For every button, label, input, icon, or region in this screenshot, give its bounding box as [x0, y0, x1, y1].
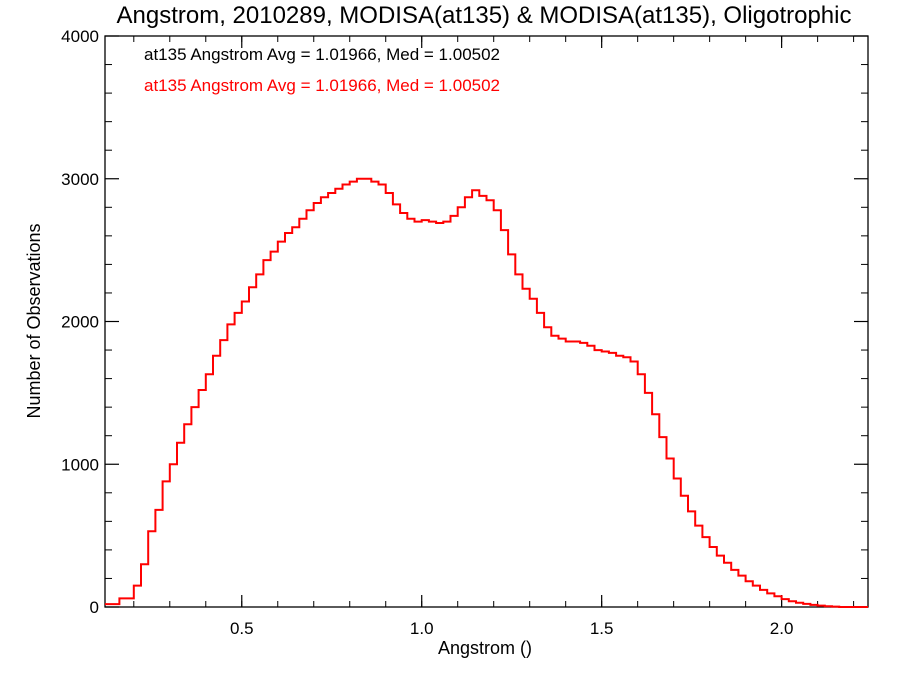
y-tick-label: 4000	[61, 27, 99, 46]
y-axis-label: Number of Observations	[24, 223, 44, 418]
x-tick-label: 1.0	[410, 619, 434, 638]
x-tick-label: 2.0	[770, 619, 794, 638]
histogram-series	[105, 177, 868, 608]
x-tick-label: 1.5	[590, 619, 614, 638]
y-axis-ticks: 0 1000 2000 3000 4000	[61, 27, 868, 617]
annotation-avg-med-black: at135 Angstrom Avg = 1.01966, Med = 1.00…	[144, 45, 500, 64]
chart-title: Angstrom, 2010289, MODISA(at135) & MODIS…	[117, 2, 852, 29]
annotation-avg-med-red: at135 Angstrom Avg = 1.01966, Med = 1.00…	[144, 76, 500, 95]
y-tick-label: 1000	[61, 455, 99, 474]
x-axis-ticks: 0.5 1.0 1.5 2.0	[133, 36, 855, 638]
x-tick-label: 0.5	[230, 619, 254, 638]
plot-area	[104, 35, 869, 608]
y-tick-label: 0	[90, 598, 99, 617]
x-axis-label: Angstrom ()	[438, 638, 532, 658]
y-tick-label: 2000	[61, 313, 99, 332]
y-tick-label: 3000	[61, 170, 99, 189]
